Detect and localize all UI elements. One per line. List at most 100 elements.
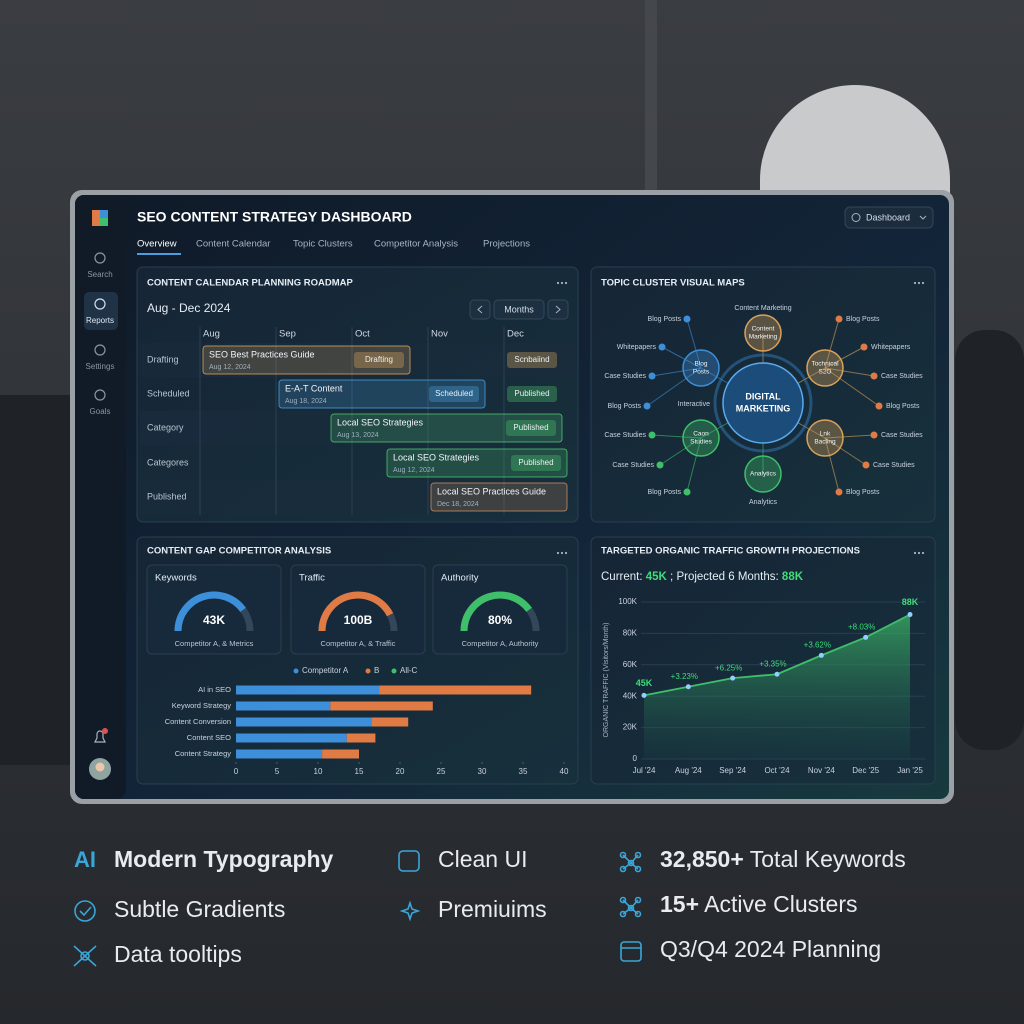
task-bar[interactable] [202, 345, 411, 375]
hub-label: Lnk [820, 431, 831, 438]
panel-title: CONTENT GAP COMPETITOR ANALYSIS [147, 546, 331, 557]
months-toggle[interactable] [493, 299, 545, 320]
bell-icon [94, 730, 106, 743]
point[interactable] [641, 692, 647, 698]
point-label: +3.62% [804, 640, 831, 649]
point[interactable] [907, 612, 913, 618]
logo [100, 210, 108, 218]
task-title: SEO Best Practices Guide [209, 349, 315, 359]
leaf-node[interactable] [835, 315, 843, 323]
nav-icon [94, 344, 106, 356]
point[interactable] [730, 675, 736, 681]
center-label: MARKETING [736, 403, 791, 413]
hub-node[interactable] [744, 455, 782, 493]
task-bar[interactable] [278, 379, 486, 409]
panel-title: TOPIC CLUSTER VISUAL MAPS [601, 278, 745, 289]
avatar-face [95, 762, 105, 772]
tab[interactable]: Topic Clusters [293, 239, 353, 250]
gauge-arc [174, 591, 246, 632]
task-date: Aug 18, 2024 [285, 398, 327, 405]
nav-label[interactable]: Goals [90, 407, 111, 416]
x-tick-label: 25 [437, 767, 446, 776]
row-label: Category [147, 422, 184, 432]
gauge-caption: Competitor A, Authority [462, 639, 539, 648]
tab[interactable]: Overview [137, 239, 177, 250]
leaf-node[interactable] [870, 431, 878, 439]
leaf-node[interactable] [875, 402, 883, 410]
leaf-node[interactable] [870, 372, 878, 380]
point-label: 88K [902, 597, 919, 607]
feature-icon [622, 854, 639, 870]
cluster-link [824, 318, 840, 369]
hub-node[interactable] [806, 349, 844, 387]
feature-strong: 32,850+ [660, 846, 744, 872]
summary-part: 88K [782, 571, 804, 583]
tab[interactable]: Competitor Analysis [374, 239, 458, 250]
x-tick-label: Jan '25 [897, 766, 923, 775]
point[interactable] [774, 671, 780, 677]
task-bar[interactable] [386, 448, 568, 478]
cluster-link [824, 434, 875, 439]
cluster-link [824, 346, 865, 369]
row-band [140, 411, 575, 445]
point[interactable] [863, 634, 869, 640]
category-label: Content Strategy [175, 749, 232, 758]
gauge-card [290, 564, 426, 655]
button-label[interactable]: Dashboard [866, 212, 910, 222]
hub-label: Studies [690, 439, 712, 446]
month-label: Sep [279, 329, 296, 340]
legend-label: Competitor A [302, 666, 349, 675]
cluster-link [824, 367, 875, 377]
leaf-node[interactable] [643, 402, 651, 410]
tab[interactable]: Content Calendar [196, 239, 270, 250]
center-node[interactable] [722, 362, 804, 444]
status-label: Published [518, 458, 553, 467]
leaf-node[interactable] [656, 461, 664, 469]
x-tick-label: 20 [396, 767, 405, 776]
hub-node[interactable] [682, 349, 720, 387]
leaf-node[interactable] [658, 343, 666, 351]
hub-node[interactable] [682, 419, 720, 457]
nav-label[interactable]: Search [87, 270, 112, 279]
y-tick-label: 80K [623, 629, 638, 638]
hub-node[interactable] [806, 419, 844, 457]
task-bar[interactable] [330, 413, 563, 443]
dashboard-button[interactable] [844, 206, 934, 229]
hub-node[interactable] [744, 314, 782, 352]
feature-icon [622, 899, 639, 915]
feature-text: Active Clusters [699, 891, 858, 917]
point-label: +8.03% [848, 622, 875, 631]
bar [379, 685, 532, 695]
leaf-node[interactable] [835, 488, 843, 496]
nav-label[interactable]: Reports [86, 316, 114, 325]
hub-label: Tochnical [811, 361, 839, 368]
logo [92, 210, 100, 226]
status-label: Published [514, 389, 549, 398]
gauge-value: 100B [344, 613, 373, 627]
cluster-link [651, 434, 702, 439]
feature-text: Clean UI [438, 846, 527, 872]
next-button[interactable] [547, 299, 569, 320]
tab[interactable]: Projections [483, 239, 530, 250]
traffic-summary: Current: 45K ; Projected 6 Months: 88K [601, 571, 804, 583]
point[interactable] [818, 652, 824, 658]
nav-label[interactable]: Settings [86, 362, 115, 371]
point[interactable] [685, 684, 691, 690]
more-icon [921, 281, 925, 285]
leaf-node[interactable] [862, 461, 870, 469]
leaf-node[interactable] [860, 343, 868, 351]
feature-text: Q3/Q4 2024 Planning [660, 936, 881, 962]
panel-title: CONTENT CALENDAR PLANNING ROADMAP [147, 278, 353, 289]
toggle-label[interactable]: Months [504, 304, 534, 314]
row-label: Scheduled [147, 388, 190, 398]
task-bar[interactable] [430, 482, 568, 512]
leaf-node[interactable] [648, 431, 656, 439]
gauge-arc [460, 591, 532, 632]
prev-button[interactable] [469, 299, 491, 320]
legend-swatch [391, 668, 397, 674]
leaf-node[interactable] [683, 315, 691, 323]
leaf-node[interactable] [683, 488, 691, 496]
nav-icon [94, 389, 106, 401]
leaf-node[interactable] [648, 372, 656, 380]
gauge-caption: Competitor A, & Metrics [175, 639, 254, 648]
